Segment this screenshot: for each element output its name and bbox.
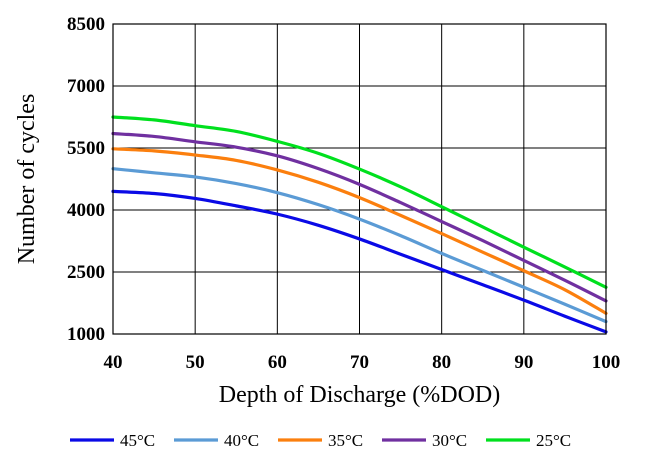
x-tick-label: 60 bbox=[268, 352, 287, 373]
series-line bbox=[111, 147, 608, 315]
legend-item: 25°C bbox=[486, 431, 571, 450]
series-line bbox=[111, 115, 608, 289]
x-tick-label: 80 bbox=[432, 352, 451, 373]
x-tick-label: 90 bbox=[514, 352, 533, 373]
x-tick-label: 50 bbox=[186, 352, 205, 373]
x-tick-label: 70 bbox=[350, 352, 369, 373]
grid-lines bbox=[112, 23, 607, 335]
y-tick-label: 5500 bbox=[67, 138, 105, 159]
legend-label: 30°C bbox=[432, 431, 467, 450]
series-line bbox=[111, 167, 608, 324]
y-tick-label: 4000 bbox=[67, 200, 105, 221]
x-tick-labels: 40 50 60 70 80 90 100 bbox=[104, 352, 621, 373]
series-line bbox=[111, 189, 608, 334]
series-lines bbox=[111, 115, 608, 334]
y-tick-label: 7000 bbox=[67, 76, 105, 97]
y-tick-label: 1000 bbox=[67, 324, 105, 345]
y-axis-title: Number of cycles bbox=[14, 94, 40, 265]
legend-label: 40°C bbox=[224, 431, 259, 450]
legend-item: 35°C bbox=[278, 431, 363, 450]
x-tick-label: 100 bbox=[592, 352, 621, 373]
y-tick-label: 2500 bbox=[67, 262, 105, 283]
x-axis-title: Depth of Discharge (%DOD) bbox=[219, 382, 500, 408]
legend-item: 40°C bbox=[174, 431, 259, 450]
series-line bbox=[111, 131, 608, 303]
y-tick-label: 8500 bbox=[67, 14, 105, 35]
y-tick-labels: 1000 2500 4000 5500 7000 8500 bbox=[67, 14, 105, 345]
plot-frame bbox=[112, 23, 607, 335]
legend-label: 25°C bbox=[536, 431, 571, 450]
legend-label: 35°C bbox=[328, 431, 363, 450]
legend: 45°C 40°C 35°C 30°C 25°C bbox=[70, 431, 571, 450]
legend-item: 45°C bbox=[70, 431, 155, 450]
x-tick-label: 40 bbox=[104, 352, 123, 373]
legend-label: 45°C bbox=[120, 431, 155, 450]
legend-item: 30°C bbox=[382, 431, 467, 450]
